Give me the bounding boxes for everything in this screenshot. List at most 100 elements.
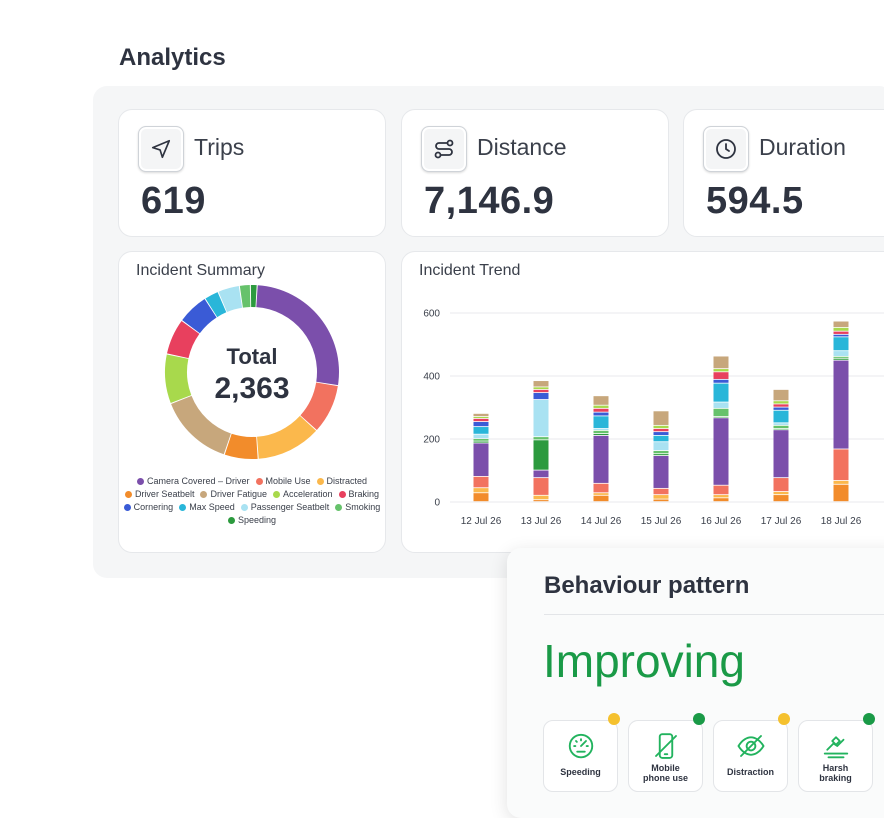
bar-segment[interactable]: [474, 435, 489, 439]
bar-segment[interactable]: [534, 400, 549, 436]
bar-segment[interactable]: [714, 356, 729, 368]
bar-segment[interactable]: [834, 485, 849, 502]
bar-segment[interactable]: [834, 322, 849, 328]
bar-segment[interactable]: [594, 406, 609, 408]
behaviour-distraction[interactable]: Distraction: [713, 720, 788, 792]
bar-segment[interactable]: [774, 492, 789, 494]
bar-segment[interactable]: [594, 496, 609, 502]
bar-segment[interactable]: [714, 486, 729, 495]
bar-segment[interactable]: [594, 493, 609, 495]
bar-segment[interactable]: [654, 456, 669, 488]
bar-segment[interactable]: [714, 372, 729, 379]
bar-segment[interactable]: [834, 328, 849, 331]
legend-item[interactable]: Passenger Seatbelt: [241, 502, 330, 512]
bar-segment[interactable]: [654, 436, 669, 442]
trips-card[interactable]: Trips 619: [118, 109, 386, 237]
bar-segment[interactable]: [654, 489, 669, 495]
bar-segment[interactable]: [534, 390, 549, 392]
legend-item[interactable]: Smoking: [335, 502, 380, 512]
bar-segment[interactable]: [834, 481, 849, 484]
bar-segment[interactable]: [834, 351, 849, 356]
bar-segment[interactable]: [474, 477, 489, 488]
bar-segment[interactable]: [774, 423, 789, 425]
bar-segment[interactable]: [774, 495, 789, 501]
legend-item[interactable]: Cornering: [124, 502, 174, 512]
bar-segment[interactable]: [474, 488, 489, 492]
bar-segment[interactable]: [774, 478, 789, 491]
bar-segment[interactable]: [594, 409, 609, 412]
legend-item[interactable]: Camera Covered – Driver: [137, 476, 250, 486]
legend-item[interactable]: Distracted: [317, 476, 368, 486]
bar-segment[interactable]: [774, 404, 789, 406]
bar-segment[interactable]: [714, 498, 729, 501]
distance-card[interactable]: Distance 7,146.9: [401, 109, 669, 237]
bar-segment[interactable]: [474, 414, 489, 416]
bar-segment[interactable]: [594, 434, 609, 435]
bar-segment[interactable]: [774, 426, 789, 428]
bar-segment[interactable]: [774, 408, 789, 410]
legend-item[interactable]: Speeding: [228, 515, 276, 525]
bar-segment[interactable]: [534, 471, 549, 478]
bar-segment[interactable]: [534, 393, 549, 399]
bar-segment[interactable]: [774, 411, 789, 423]
bar-segment[interactable]: [834, 449, 849, 480]
donut-slice[interactable]: [257, 416, 316, 459]
bar-segment[interactable]: [834, 332, 849, 334]
bar-segment[interactable]: [534, 381, 549, 387]
bar-segment[interactable]: [534, 440, 549, 469]
bar-segment[interactable]: [474, 439, 489, 441]
bar-segment[interactable]: [714, 384, 729, 402]
bar-segment[interactable]: [834, 335, 849, 337]
bar-segment[interactable]: [534, 437, 549, 439]
donut-slice[interactable]: [225, 434, 258, 459]
bar-segment[interactable]: [714, 495, 729, 497]
bar-segment[interactable]: [834, 357, 849, 358]
bar-segment[interactable]: [594, 484, 609, 493]
legend-item[interactable]: Max Speed: [179, 502, 235, 512]
bar-segment[interactable]: [654, 426, 669, 428]
bar-segment[interactable]: [714, 418, 729, 485]
bar-segment[interactable]: [474, 422, 489, 426]
bar-segment[interactable]: [474, 442, 489, 443]
bar-segment[interactable]: [534, 500, 549, 501]
bar-segment[interactable]: [714, 369, 729, 371]
bar-segment[interactable]: [474, 417, 489, 418]
bar-segment[interactable]: [774, 430, 789, 477]
bar-segment[interactable]: [534, 496, 549, 500]
bar-segment[interactable]: [834, 337, 849, 350]
bar-segment[interactable]: [474, 419, 489, 421]
bar-segment[interactable]: [474, 427, 489, 434]
bar-segment[interactable]: [834, 361, 849, 449]
bar-segment[interactable]: [654, 442, 669, 450]
bar-segment[interactable]: [714, 380, 729, 383]
bar-segment[interactable]: [654, 429, 669, 431]
bar-segment[interactable]: [594, 396, 609, 405]
bar-segment[interactable]: [594, 429, 609, 430]
bar-segment[interactable]: [474, 493, 489, 501]
behaviour-speeding[interactable]: Speeding: [543, 720, 618, 792]
bar-segment[interactable]: [534, 478, 549, 495]
bar-segment[interactable]: [654, 454, 669, 455]
donut-slice[interactable]: [165, 354, 191, 403]
bar-segment[interactable]: [654, 432, 669, 435]
bar-segment[interactable]: [714, 409, 729, 416]
bar-segment[interactable]: [714, 402, 729, 408]
donut-slice[interactable]: [251, 285, 257, 307]
duration-card[interactable]: Duration 594.5: [683, 109, 884, 237]
bar-segment[interactable]: [594, 431, 609, 433]
legend-item[interactable]: Acceleration: [273, 489, 333, 499]
bar-segment[interactable]: [594, 416, 609, 428]
bar-segment[interactable]: [654, 495, 669, 499]
legend-item[interactable]: Braking: [339, 489, 380, 499]
bar-segment[interactable]: [534, 387, 549, 389]
legend-item[interactable]: Driver Seatbelt: [125, 489, 195, 499]
bar-segment[interactable]: [834, 359, 849, 360]
bar-segment[interactable]: [654, 451, 669, 453]
bar-segment[interactable]: [654, 499, 669, 501]
bar-segment[interactable]: [594, 436, 609, 483]
donut-slice[interactable]: [256, 285, 339, 385]
bar-segment[interactable]: [774, 401, 789, 403]
bar-segment[interactable]: [474, 443, 489, 476]
